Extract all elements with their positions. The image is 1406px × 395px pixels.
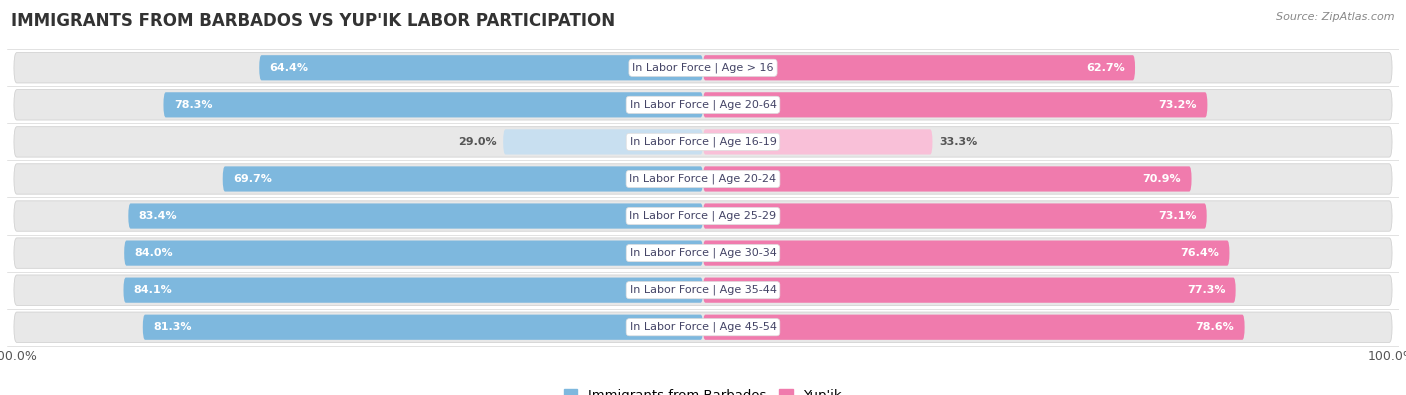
FancyBboxPatch shape bbox=[703, 278, 1236, 303]
FancyBboxPatch shape bbox=[14, 164, 1392, 194]
Text: 69.7%: 69.7% bbox=[233, 174, 271, 184]
Text: 81.3%: 81.3% bbox=[153, 322, 191, 332]
FancyBboxPatch shape bbox=[14, 201, 1392, 231]
FancyBboxPatch shape bbox=[14, 312, 1392, 342]
Text: 83.4%: 83.4% bbox=[139, 211, 177, 221]
Text: In Labor Force | Age 35-44: In Labor Force | Age 35-44 bbox=[630, 285, 776, 295]
FancyBboxPatch shape bbox=[703, 129, 932, 154]
FancyBboxPatch shape bbox=[163, 92, 703, 117]
Text: 64.4%: 64.4% bbox=[270, 63, 308, 73]
FancyBboxPatch shape bbox=[703, 92, 1208, 117]
Text: 33.3%: 33.3% bbox=[939, 137, 977, 147]
Text: In Labor Force | Age 20-24: In Labor Force | Age 20-24 bbox=[630, 174, 776, 184]
Text: 78.6%: 78.6% bbox=[1195, 322, 1234, 332]
Text: IMMIGRANTS FROM BARBADOS VS YUP'IK LABOR PARTICIPATION: IMMIGRANTS FROM BARBADOS VS YUP'IK LABOR… bbox=[11, 12, 616, 30]
Text: In Labor Force | Age 20-64: In Labor Force | Age 20-64 bbox=[630, 100, 776, 110]
FancyBboxPatch shape bbox=[128, 203, 703, 229]
Text: 70.9%: 70.9% bbox=[1143, 174, 1181, 184]
Text: 62.7%: 62.7% bbox=[1085, 63, 1125, 73]
Text: 73.1%: 73.1% bbox=[1159, 211, 1197, 221]
FancyBboxPatch shape bbox=[143, 314, 703, 340]
Text: 29.0%: 29.0% bbox=[457, 137, 496, 147]
Text: 76.4%: 76.4% bbox=[1180, 248, 1219, 258]
Text: 78.3%: 78.3% bbox=[174, 100, 212, 110]
Text: 73.2%: 73.2% bbox=[1159, 100, 1197, 110]
FancyBboxPatch shape bbox=[703, 241, 1229, 266]
FancyBboxPatch shape bbox=[14, 238, 1392, 268]
Text: In Labor Force | Age 45-54: In Labor Force | Age 45-54 bbox=[630, 322, 776, 333]
FancyBboxPatch shape bbox=[503, 129, 703, 154]
FancyBboxPatch shape bbox=[14, 127, 1392, 157]
FancyBboxPatch shape bbox=[703, 314, 1244, 340]
FancyBboxPatch shape bbox=[703, 55, 1135, 81]
FancyBboxPatch shape bbox=[14, 90, 1392, 120]
Text: Source: ZipAtlas.com: Source: ZipAtlas.com bbox=[1277, 12, 1395, 22]
Text: In Labor Force | Age 25-29: In Labor Force | Age 25-29 bbox=[630, 211, 776, 221]
FancyBboxPatch shape bbox=[14, 275, 1392, 305]
Text: 84.1%: 84.1% bbox=[134, 285, 173, 295]
Legend: Immigrants from Barbados, Yup'ik: Immigrants from Barbados, Yup'ik bbox=[558, 384, 848, 395]
Text: In Labor Force | Age 16-19: In Labor Force | Age 16-19 bbox=[630, 137, 776, 147]
Text: In Labor Force | Age > 16: In Labor Force | Age > 16 bbox=[633, 62, 773, 73]
FancyBboxPatch shape bbox=[14, 53, 1392, 83]
Text: 77.3%: 77.3% bbox=[1187, 285, 1225, 295]
FancyBboxPatch shape bbox=[124, 278, 703, 303]
FancyBboxPatch shape bbox=[124, 241, 703, 266]
FancyBboxPatch shape bbox=[222, 166, 703, 192]
Text: 84.0%: 84.0% bbox=[135, 248, 173, 258]
Text: In Labor Force | Age 30-34: In Labor Force | Age 30-34 bbox=[630, 248, 776, 258]
FancyBboxPatch shape bbox=[703, 166, 1191, 192]
FancyBboxPatch shape bbox=[259, 55, 703, 81]
FancyBboxPatch shape bbox=[703, 203, 1206, 229]
